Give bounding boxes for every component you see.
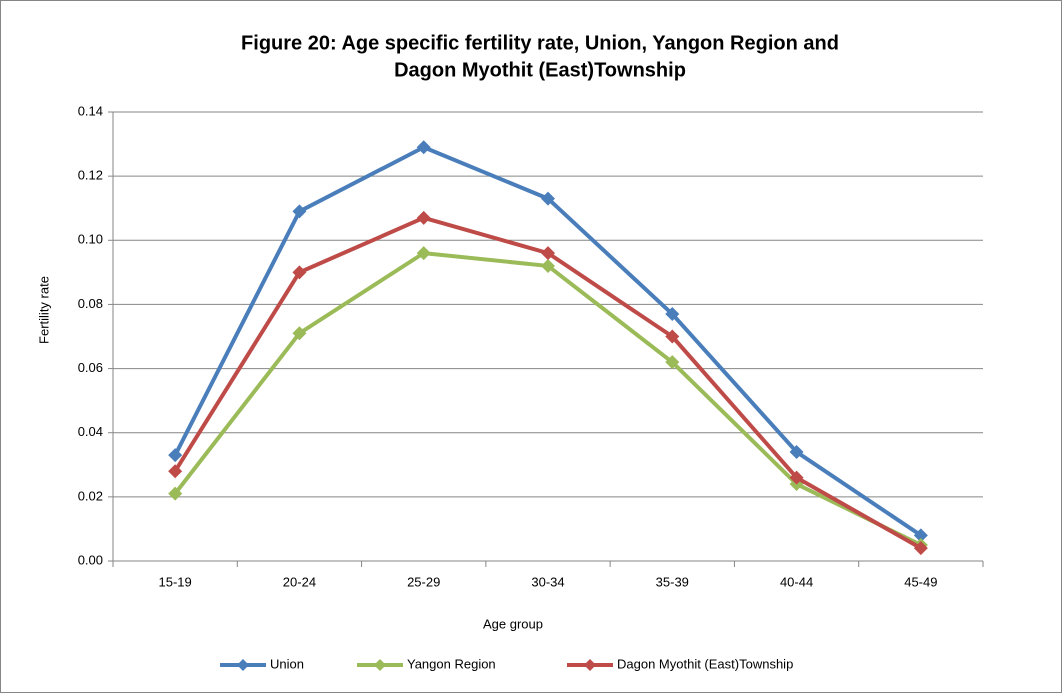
x-tick-label: 35-39 bbox=[656, 574, 689, 589]
chart-title: Figure 20: Age specific fertility rate, … bbox=[241, 32, 839, 54]
point-marker bbox=[665, 329, 680, 344]
point-marker bbox=[541, 191, 555, 206]
x-tick-label: 20-24 bbox=[283, 574, 316, 589]
point-marker bbox=[292, 265, 307, 280]
point-marker bbox=[416, 246, 431, 261]
y-tick-label: 0.10 bbox=[78, 232, 103, 247]
point-marker bbox=[416, 140, 431, 155]
legend-label: Union bbox=[270, 656, 304, 671]
legend-swatch-marker bbox=[237, 659, 249, 671]
x-tick-label: 45-49 bbox=[904, 574, 937, 589]
point-marker bbox=[292, 326, 307, 341]
point-marker bbox=[789, 470, 804, 485]
point-marker bbox=[292, 204, 307, 219]
y-tick-label: 0.14 bbox=[78, 103, 103, 118]
y-tick-label: 0.04 bbox=[78, 424, 103, 439]
y-tick-label: 0.02 bbox=[78, 488, 103, 503]
y-tick-label: 0.06 bbox=[78, 360, 103, 375]
point-marker bbox=[416, 210, 431, 225]
point-marker bbox=[168, 448, 183, 463]
legend-label: Yangon Region bbox=[407, 656, 496, 671]
legend-swatch-marker bbox=[374, 659, 386, 671]
legend-label: Dagon Myothit (East)Township bbox=[617, 656, 793, 671]
point-marker bbox=[665, 355, 680, 370]
x-tick-label: 30-34 bbox=[531, 574, 564, 589]
point-marker bbox=[168, 464, 183, 479]
point-marker bbox=[168, 486, 183, 501]
point-marker bbox=[541, 246, 555, 261]
x-axis-title: Age group bbox=[483, 616, 543, 631]
chart-title: Dagon Myothit (East)Township bbox=[394, 59, 686, 81]
x-tick-label: 40-44 bbox=[780, 574, 813, 589]
x-tick-label: 15-19 bbox=[159, 574, 192, 589]
point-marker bbox=[541, 258, 555, 273]
point-marker bbox=[789, 444, 804, 459]
point-marker bbox=[913, 541, 928, 556]
y-tick-label: 0.12 bbox=[78, 168, 103, 183]
legend-swatch-marker bbox=[584, 659, 596, 671]
y-tick-label: 0.00 bbox=[78, 552, 103, 567]
point-marker bbox=[665, 307, 680, 322]
y-axis-title: Fertility rate bbox=[36, 276, 51, 344]
point-marker bbox=[913, 528, 928, 543]
x-tick-label: 25-29 bbox=[407, 574, 440, 589]
y-tick-label: 0.08 bbox=[78, 296, 103, 311]
